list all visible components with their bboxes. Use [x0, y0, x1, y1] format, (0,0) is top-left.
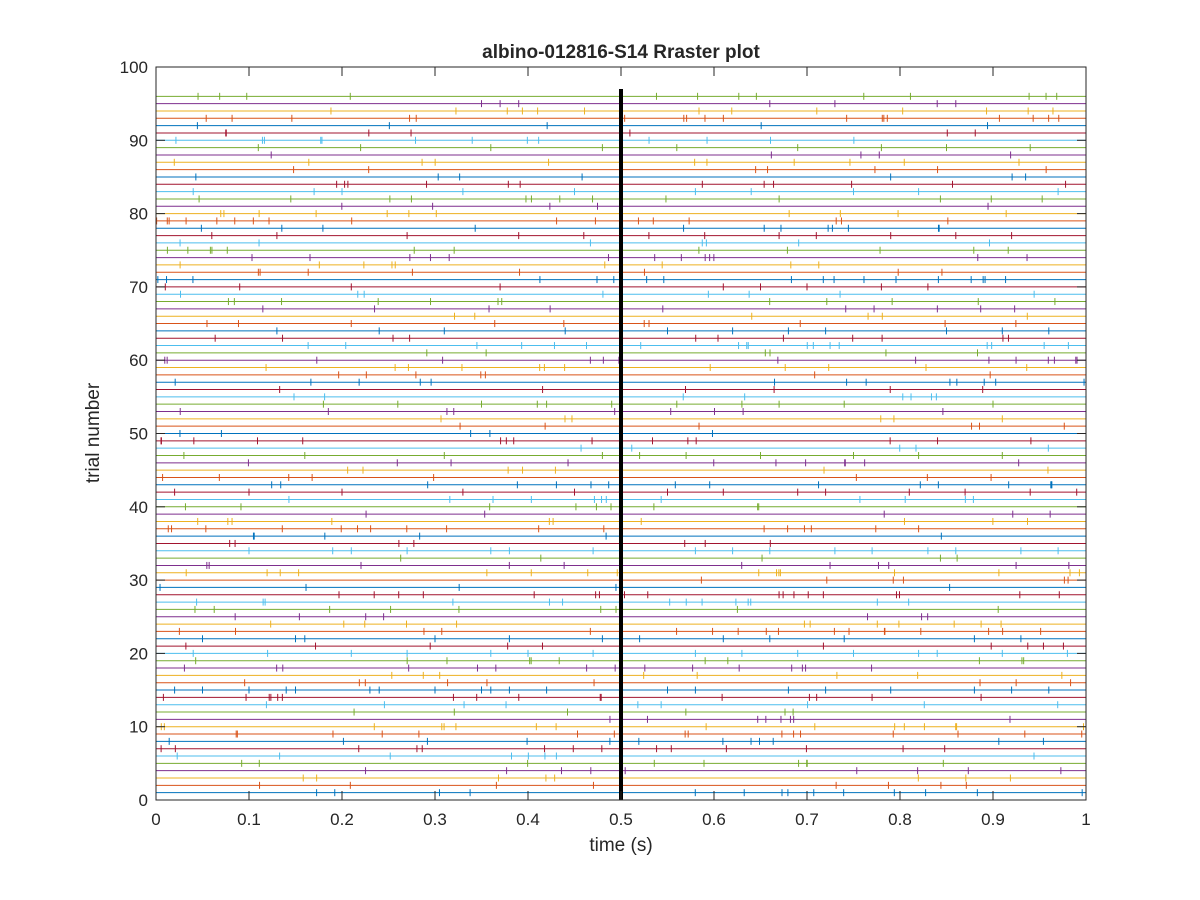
y-axis-label: trial number [83, 382, 104, 483]
y-tick-label: 80 [129, 205, 148, 224]
x-tick-label: 0.6 [702, 810, 726, 829]
y-tick-label: 100 [120, 58, 148, 77]
x-tick-label: 1 [1081, 810, 1090, 829]
y-tick-label: 90 [129, 131, 148, 150]
x-tick-label: 0.7 [795, 810, 819, 829]
y-tick-label: 40 [129, 498, 148, 517]
y-tick-label: 0 [139, 791, 148, 810]
x-tick-label: 0.5 [609, 810, 633, 829]
spike-marks [156, 92, 1085, 797]
x-tick-label: 0 [151, 810, 160, 829]
x-tick-label: 0.2 [330, 810, 354, 829]
y-tick-label: 30 [129, 571, 148, 590]
x-axis-ticks: 0 0.1 0.2 0.3 0.4 0.5 0.6 0.7 0.8 0.9 1 [151, 67, 1091, 829]
y-tick-label: 60 [129, 351, 148, 370]
y-axis-ticks: 0 10 20 30 40 50 60 70 80 90 100 [120, 58, 1086, 810]
y-tick-label: 50 [129, 425, 148, 444]
x-tick-label: 0.9 [981, 810, 1005, 829]
y-tick-label: 70 [129, 278, 148, 297]
chart-title: albino-012816-S14 Rraster plot [482, 42, 760, 63]
x-tick-label: 0.8 [888, 810, 912, 829]
x-axis-label: time (s) [589, 835, 652, 856]
x-tick-label: 0.3 [423, 810, 447, 829]
x-tick-label: 0.1 [237, 810, 261, 829]
x-tick-label: 0.4 [516, 810, 540, 829]
y-tick-label: 10 [129, 718, 148, 737]
y-tick-label: 20 [129, 644, 148, 663]
